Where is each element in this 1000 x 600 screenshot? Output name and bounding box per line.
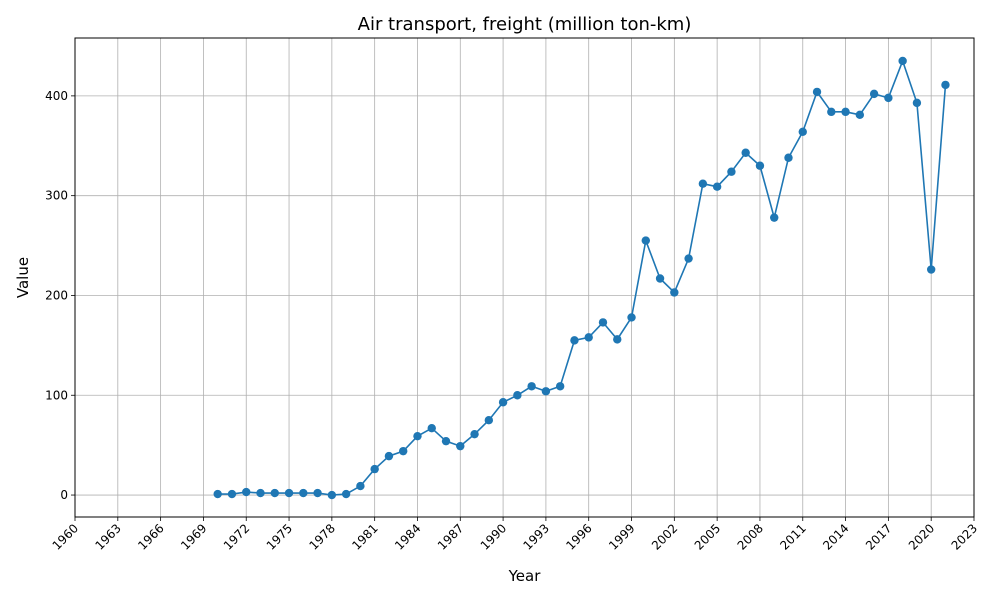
data-point	[655, 274, 665, 283]
data-point	[898, 56, 907, 66]
data-point	[441, 436, 451, 446]
data-point	[613, 335, 622, 344]
y-axis-label: Value	[14, 257, 32, 298]
data-point	[456, 441, 465, 451]
data-point	[741, 148, 750, 157]
data-point	[555, 382, 565, 391]
data-point	[598, 318, 608, 327]
data-point	[513, 391, 522, 400]
data-point	[770, 213, 779, 222]
data-point	[427, 423, 436, 433]
data-point	[284, 488, 294, 498]
data-point	[926, 265, 936, 274]
data-point	[327, 490, 337, 500]
data-point	[527, 382, 536, 391]
data-point	[370, 464, 379, 474]
data-point	[855, 110, 865, 120]
data-point	[498, 398, 508, 407]
data-point	[242, 487, 251, 497]
data-point	[356, 481, 365, 491]
data-point	[256, 488, 265, 498]
data-point	[670, 288, 679, 297]
data-points	[213, 56, 950, 500]
series-line	[217, 58, 947, 496]
data-point	[299, 488, 308, 498]
data-point	[484, 416, 494, 425]
data-point	[798, 127, 807, 137]
x-axis-label: Year	[508, 567, 542, 585]
data-point	[541, 387, 551, 396]
data-point	[712, 182, 722, 191]
data-point	[570, 336, 579, 345]
data-point	[641, 236, 650, 245]
data-point	[399, 446, 408, 456]
data-point	[755, 161, 765, 170]
grid-lines	[74, 38, 975, 517]
data-point	[227, 489, 237, 499]
data-point	[341, 489, 351, 499]
data-point	[727, 167, 736, 176]
y-tick-label: 200	[45, 288, 68, 302]
data-point	[941, 80, 950, 90]
plot-area-frame	[74, 37, 975, 518]
data-point	[869, 89, 879, 99]
data-point	[584, 333, 593, 342]
data-point	[812, 87, 822, 97]
data-point	[684, 254, 693, 263]
data-point	[841, 107, 850, 117]
y-axis-ticks: 0 100 200 300 400	[45, 89, 75, 502]
data-point	[627, 313, 636, 322]
data-point	[270, 488, 279, 498]
data-point	[698, 179, 708, 188]
data-point	[413, 431, 422, 441]
data-point	[912, 98, 922, 108]
data-point	[213, 489, 222, 499]
y-tick-label: 0	[60, 488, 68, 502]
y-tick-label: 400	[45, 89, 68, 103]
data-point	[884, 93, 893, 103]
y-tick-label: 100	[45, 388, 68, 402]
chart-title: Air transport, freight (million ton-km)	[358, 14, 692, 35]
data-point	[470, 429, 479, 439]
data-point	[784, 153, 793, 162]
data-point	[313, 488, 322, 498]
y-tick-label: 300	[45, 189, 68, 203]
data-point	[384, 451, 394, 461]
data-point	[827, 107, 836, 117]
